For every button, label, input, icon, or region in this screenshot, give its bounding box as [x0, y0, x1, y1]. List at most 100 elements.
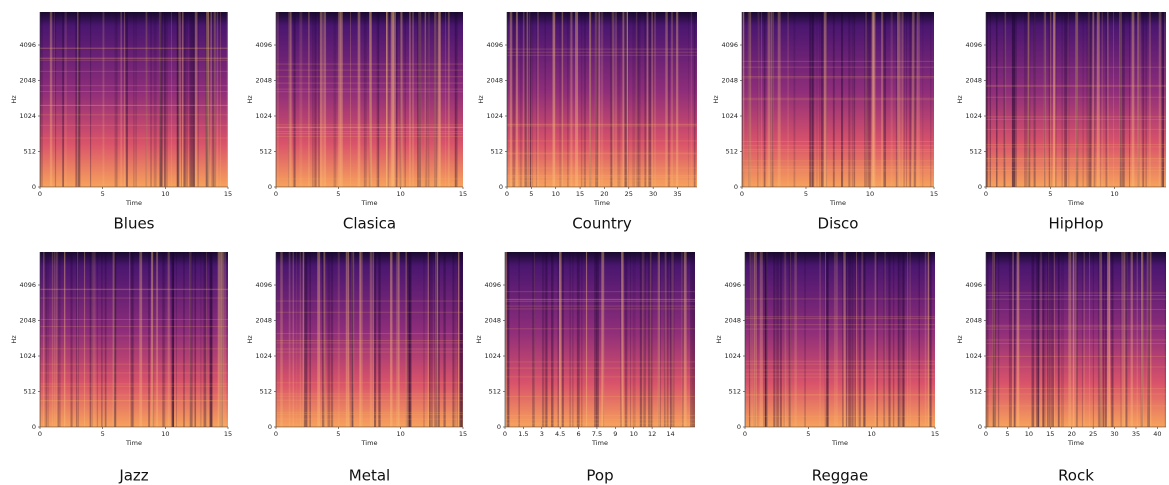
spectrogram-band [439, 12, 441, 187]
spectrogram-band [560, 252, 561, 427]
x-tick-label: 25 [625, 190, 633, 198]
spectrogram-band [624, 252, 628, 427]
x-axis-label: Time [829, 199, 846, 207]
spectrogram-band [986, 326, 1166, 328]
spectrogram-band [1141, 252, 1143, 427]
spectrogram-band [1164, 252, 1166, 427]
spectrogram-band [742, 66, 934, 68]
y-tick-label: 2048 [19, 77, 36, 85]
spectrogram-band [1132, 12, 1134, 187]
spectrogram-band [507, 175, 697, 177]
spectrogram-band [104, 252, 107, 427]
spectrogram-band [986, 12, 989, 187]
spectrogram-band [1053, 252, 1055, 427]
spectrogram-band [206, 252, 207, 427]
spectrogram-band [1058, 252, 1059, 427]
y-tick-label: 4096 [484, 281, 501, 289]
spectrogram-band [327, 252, 331, 427]
genre-label: Reggae [812, 467, 868, 485]
spectrogram-band [874, 252, 877, 427]
spectrogram-band [276, 178, 463, 180]
spectrogram-band [40, 137, 228, 139]
y-tick-label: 0 [978, 423, 982, 431]
spectrogram-band [783, 252, 785, 427]
spectrogram-band [51, 252, 54, 427]
spectrogram-band [359, 252, 361, 427]
spectrogram-band [586, 252, 588, 427]
spectrogram-band [742, 149, 934, 151]
spectrogram-band [40, 47, 228, 49]
spectrogram-band [927, 252, 930, 427]
spectrogram-band [454, 12, 458, 187]
spectrogram-band [819, 12, 821, 187]
spectrogram-band [1092, 252, 1094, 427]
spectrogram-band [505, 305, 695, 307]
spectrogram-band [293, 12, 296, 187]
spectrogram-band [1162, 12, 1164, 187]
spectrogram-band [583, 12, 586, 187]
spectrogram-band [745, 376, 935, 378]
spectrogram-band [559, 12, 562, 187]
spectrogram-band [1100, 252, 1104, 427]
spectrogram-band [40, 394, 228, 396]
spectrogram-band [614, 12, 617, 187]
y-axis-label: Hz [10, 95, 18, 104]
spectrogram-band [530, 12, 531, 187]
spectrogram-band [884, 252, 886, 427]
spectrogram-band [681, 252, 683, 427]
spectrogram-band [850, 252, 854, 427]
spectrogram-band [425, 12, 427, 187]
spectrogram-band [1072, 252, 1074, 427]
y-axis-label: Hz [10, 335, 18, 344]
spectrogram-band [745, 324, 935, 326]
spectrogram-band [292, 252, 294, 427]
spectrogram-band [1107, 252, 1110, 427]
spectrogram-band [337, 12, 341, 187]
spectrogram-band [77, 252, 79, 427]
spectrogram-band [620, 252, 622, 427]
spectrogram-band [742, 168, 934, 170]
spectrogram-band [892, 252, 895, 427]
y-tick-label: 1024 [965, 112, 982, 120]
spectrogram-band [992, 252, 995, 427]
spectrogram-band [1121, 252, 1124, 427]
spectrogram-band [895, 12, 899, 187]
spectrogram-band [567, 12, 569, 187]
spectrogram-band [221, 252, 224, 427]
y-axis-label: Hz [956, 335, 964, 344]
spectrogram-band [742, 12, 744, 187]
spectrogram [276, 252, 463, 427]
spectrogram-band [594, 252, 596, 427]
spectrogram-band [323, 252, 326, 427]
spectrogram-band [747, 12, 750, 187]
spectrogram-band [812, 12, 814, 187]
spectrogram-band [1087, 12, 1091, 187]
spectrogram-band [823, 12, 827, 187]
spectrogram-band [40, 57, 228, 59]
spectrogram-band [909, 252, 911, 427]
spectrogram-band [1042, 252, 1045, 427]
spectrogram-band [1016, 252, 1020, 427]
x-tick-label: 5 [529, 190, 533, 198]
spectrogram-band [396, 12, 398, 187]
spectrogram-band [764, 252, 766, 427]
spectrogram-band [296, 252, 297, 427]
spectrogram-band [427, 252, 429, 427]
spectrogram-band [523, 12, 525, 187]
spectrogram-band [193, 12, 195, 187]
spectrogram-band [544, 12, 546, 187]
y-tick-label: 4096 [724, 281, 741, 289]
spectrogram-band [650, 252, 654, 427]
spectrogram-band [276, 333, 463, 335]
spectrogram-band [276, 340, 463, 342]
spectrogram-band [130, 252, 133, 427]
spectrogram-band [670, 252, 672, 427]
spectrogram-band [1013, 252, 1016, 427]
spectrogram-band [929, 252, 932, 427]
x-tick-label: 5 [101, 190, 105, 198]
y-tick-label: 4096 [255, 41, 272, 49]
spectrogram-band [986, 96, 1166, 98]
spectrogram-band [671, 252, 674, 427]
spectrogram-band [594, 252, 597, 427]
spectrogram-band [505, 300, 695, 302]
